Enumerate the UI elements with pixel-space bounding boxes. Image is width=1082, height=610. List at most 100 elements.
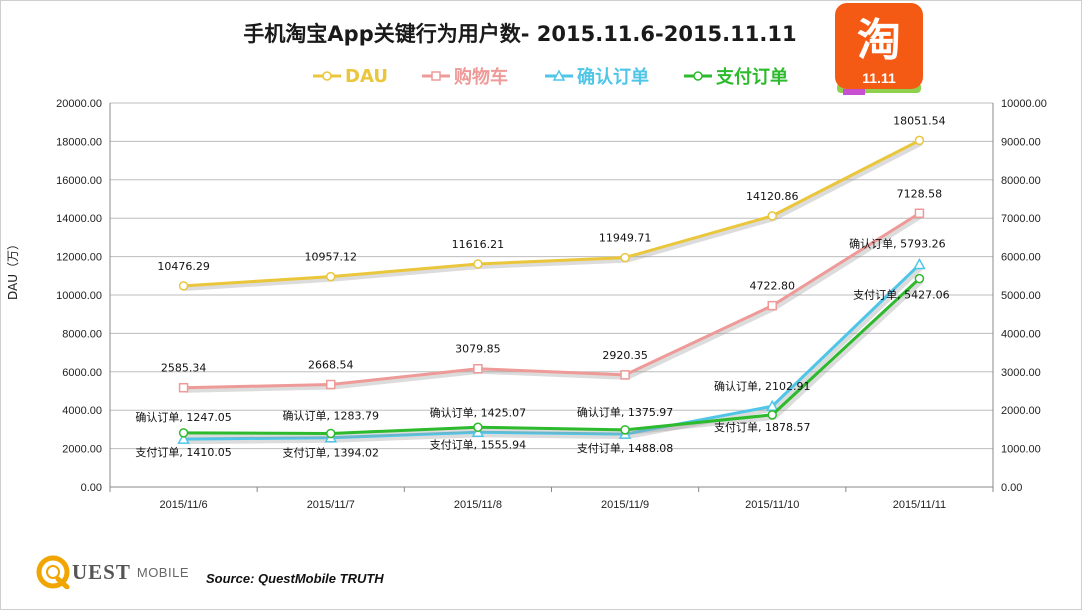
y-tick-left: 12000.00 <box>56 252 102 264</box>
data-point-购物车 <box>767 300 777 311</box>
data-label-购物车: 3079.85 <box>455 343 501 356</box>
data-point-确认订单 <box>177 432 190 444</box>
y-tick-left: 18000.00 <box>56 136 102 148</box>
data-point-购物车 <box>473 363 483 374</box>
y-tick-right: 3000.00 <box>1001 367 1041 379</box>
x-tick-label: 2015/11/11 <box>893 499 946 511</box>
y-tick-left: 20000.00 <box>56 98 102 110</box>
y-tick-right: 2000.00 <box>1001 405 1041 417</box>
data-point-支付订单 <box>473 422 483 433</box>
logo-base-purple <box>843 89 865 95</box>
quest-wordmark: UEST <box>72 559 131 584</box>
data-label-确认订单: 确认订单, 1425.07 <box>430 406 526 419</box>
y-tick-left: 10000.00 <box>56 290 102 302</box>
data-label-购物车: 2920.35 <box>602 349 648 362</box>
data-label-DAU: 11616.21 <box>452 238 505 251</box>
data-label-购物车: 2668.54 <box>308 359 354 372</box>
data-label-购物车: 2585.34 <box>161 362 207 375</box>
legend-swatch <box>422 71 450 81</box>
data-label-支付订单: 支付订单, 1410.05 <box>135 446 231 459</box>
chart-title: 手机淘宝App关键行为用户数- 2015.11.6-2015.11.11 <box>243 22 797 46</box>
mobile-wordmark: MOBILE <box>136 564 189 580</box>
data-label-确认订单: 确认订单, 1375.97 <box>577 406 673 419</box>
data-point-支付订单 <box>767 410 777 420</box>
legend-item-支付订单: 支付订单 <box>684 62 788 90</box>
data-label-支付订单: 支付订单, 1394.02 <box>283 446 379 459</box>
data-label-确认订单: 确认订单, 5793.26 <box>849 238 945 251</box>
data-point-支付订单 <box>914 273 925 284</box>
chart-legend: DAU 购物车 确认订单 支付订单 <box>0 62 1082 90</box>
legend-swatch <box>545 69 573 81</box>
y-tick-left: 6000.00 <box>62 367 102 379</box>
legend-label: 确认订单 <box>577 67 649 88</box>
legend-swatch <box>684 71 712 81</box>
series-line-购物车 <box>183 211 921 390</box>
data-label-确认订单: 确认订单, 1247.05 <box>135 411 231 424</box>
data-label-支付订单: 支付订单, 1555.94 <box>430 438 526 451</box>
y-tick-right: 1000.00 <box>1001 444 1041 456</box>
y-tick-left: 4000.00 <box>62 405 102 417</box>
questmobile-logo: UEST MOBILE <box>36 552 189 592</box>
quest-q-icon <box>36 555 70 589</box>
source-note: Source: QuestMobile TRUTH <box>206 571 384 586</box>
legend-label: DAU <box>345 65 388 87</box>
y-tick-left: 16000.00 <box>56 175 102 187</box>
data-label-支付订单: 支付订单, 1488.08 <box>577 442 673 455</box>
data-label-DAU: 10957.12 <box>305 251 358 264</box>
x-tick-label: 2015/11/9 <box>601 499 649 511</box>
legend-swatch <box>313 71 341 81</box>
x-tick-label: 2015/11/6 <box>160 499 208 511</box>
series-shadow-确认订单 <box>185 264 924 445</box>
y-tick-right: 4000.00 <box>1001 328 1041 340</box>
series-shadow-支付订单 <box>185 278 924 439</box>
legend-label: 支付订单 <box>716 67 788 88</box>
series-shadow-购物车 <box>185 212 924 393</box>
series-line-确认订单 <box>183 263 921 441</box>
data-label-购物车: 4722.80 <box>750 280 796 293</box>
logo-char: 淘 <box>857 15 901 66</box>
legend-item-购物车: 购物车 <box>422 62 508 90</box>
series-line-DAU <box>183 139 921 288</box>
data-point-DAU <box>767 211 777 221</box>
data-label-DAU: 11949.71 <box>599 232 652 245</box>
data-point-购物车 <box>620 370 630 380</box>
y-tick-left: 0.00 <box>81 482 102 494</box>
data-point-DAU <box>620 252 630 263</box>
legend-item-确认订单: 确认订单 <box>545 62 649 90</box>
y-tick-right: 5000.00 <box>1001 290 1041 302</box>
taobao-app-logo: 淘 11.11 <box>833 3 925 95</box>
y-axis-label: DAU（万） <box>4 238 22 300</box>
data-point-购物车 <box>914 208 925 219</box>
logo-badge: 11.11 <box>862 70 896 86</box>
y-tick-left: 2000.00 <box>62 444 102 456</box>
y-tick-right: 10000.00 <box>1001 98 1047 110</box>
data-point-购物车 <box>178 382 189 393</box>
data-label-支付订单: 支付订单, 5427.06 <box>853 289 949 302</box>
y-tick-left: 14000.00 <box>56 213 102 225</box>
y-tick-right: 0.00 <box>1001 482 1022 494</box>
x-tick-label: 2015/11/10 <box>745 499 799 511</box>
data-label-支付订单: 支付订单, 1878.57 <box>714 421 810 434</box>
data-label-DAU: 18051.54 <box>893 114 946 127</box>
data-point-DAU <box>914 135 925 146</box>
data-label-确认订单: 确认订单, 2102.91 <box>714 380 810 393</box>
logo-tile <box>835 3 923 89</box>
data-point-DAU <box>178 281 189 291</box>
y-tick-right: 9000.00 <box>1001 136 1041 148</box>
data-point-支付订单 <box>178 428 189 438</box>
y-tick-left: 8000.00 <box>62 328 102 340</box>
data-label-DAU: 10476.29 <box>157 260 210 273</box>
series-line-支付订单 <box>183 277 921 435</box>
y-tick-right: 7000.00 <box>1001 213 1041 225</box>
series-shadow-DAU <box>185 139 923 291</box>
y-axis-label-text: DAU（万） <box>6 237 20 300</box>
data-point-确认订单 <box>913 257 926 270</box>
y-tick-right: 8000.00 <box>1001 175 1041 187</box>
data-point-购物车 <box>326 379 336 390</box>
data-point-支付订单 <box>620 425 630 435</box>
data-point-支付订单 <box>326 428 336 439</box>
x-tick-label: 2015/11/7 <box>307 499 355 511</box>
data-label-DAU: 14120.86 <box>746 190 799 203</box>
